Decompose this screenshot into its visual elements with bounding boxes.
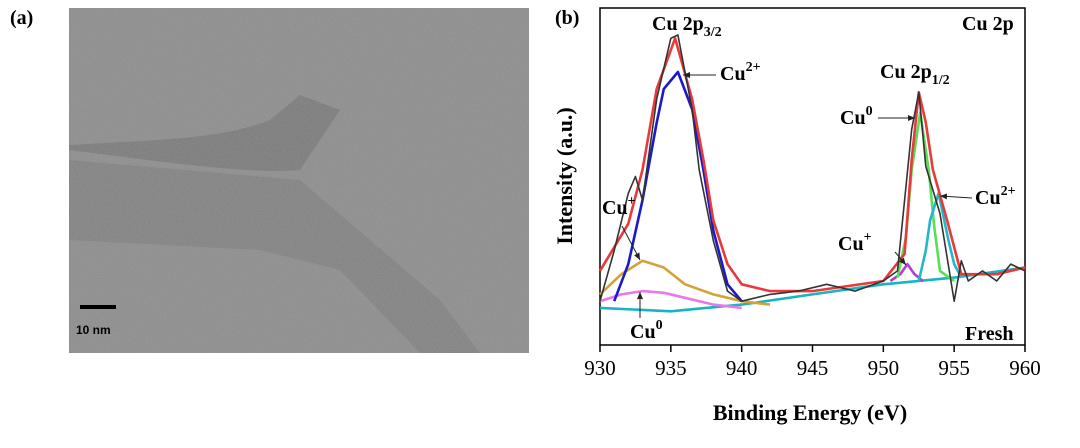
x-tick-label: 935 [655,356,687,380]
data-line [612,70,743,303]
annotation-superscript: + [864,230,872,245]
panel-label: (b) [555,7,579,29]
annotation-text: Cu 2p [880,61,932,83]
annotation: Cu0 [840,104,873,129]
annotation-text: Fresh [965,323,1014,345]
annotation-text: Cu [975,187,1001,209]
annotation-text: Cu [602,197,628,219]
data-line [599,289,742,310]
tem-image [69,8,529,353]
annotation: Cu+ [838,230,872,255]
annotation-text: Cu [838,233,864,255]
annotation-text: Cu [720,63,746,85]
annotation: Cu+ [602,194,636,219]
annotation-text: Cu 2p [652,13,704,35]
annotation: Cu 2p3/2 [652,13,722,40]
data-line [599,266,1026,313]
x-tick-label: 930 [584,356,616,380]
annotation-text: Cu [840,107,866,129]
x-axis-label: Binding Energy (eV) [713,400,907,425]
annotation-arrow [894,251,907,266]
annotation: Cu2+ [975,184,1016,209]
data-line [598,37,1026,293]
x-tick-label: 960 [1009,356,1041,380]
annotation-subscript: 3/2 [704,25,722,40]
x-tick-label: 950 [868,356,900,380]
annotation-arrow [621,225,641,261]
annotation-superscript: 0 [656,318,663,333]
annotation-superscript: 2+ [1001,184,1016,199]
annotation-subscript: 1/2 [932,73,950,88]
annotation: Cu2+ [720,60,761,85]
data-line [599,34,1026,302]
annotation: Fresh [965,323,1014,345]
scale-bar-label: 10 nm [76,323,111,337]
annotation: Cu 2p1/2 [880,61,950,88]
annotation: Cu 2p [962,13,1014,35]
panel-label: (a) [10,7,33,29]
annotation-superscript: 2+ [746,60,761,75]
annotation: Cu0 [630,318,663,343]
annotation-superscript: 0 [866,104,873,119]
annotation-arrow [939,193,973,200]
annotation-superscript: + [628,194,636,209]
x-tick-label: 945 [797,356,829,380]
annotation-text: Cu 2p [962,13,1014,35]
y-axis-label: Intensity (a.u.) [552,107,577,245]
x-tick-label: 955 [938,356,970,380]
x-tick-label: 940 [726,356,758,380]
annotation-text: Cu [630,321,656,343]
